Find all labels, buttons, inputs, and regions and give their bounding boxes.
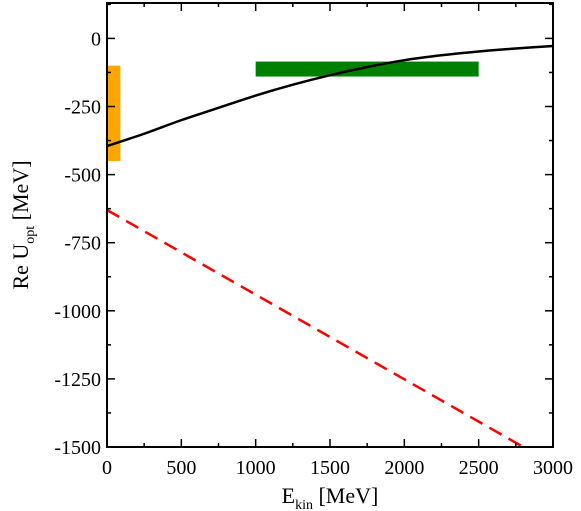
- ticks-layer: [106, 3, 554, 448]
- y-tick-label: -1250: [54, 369, 101, 391]
- x-tick-label: 0: [102, 457, 112, 479]
- x-tick-label: 1500: [310, 457, 350, 479]
- band-1: [255, 61, 479, 77]
- x-axis-label: Ekin [MeV]: [282, 483, 379, 511]
- dashed-series-line: [106, 208, 524, 449]
- y-axis-label: Re Uopt [MeV]: [8, 160, 38, 289]
- y-tick-label: 0: [91, 28, 101, 50]
- y-tick-label: -750: [64, 233, 101, 255]
- y-tick-label: -250: [64, 97, 101, 119]
- series-layer: [106, 44, 554, 449]
- y-tick-labels: 0 -250 -500 -750 -1000 -1250 -1500: [54, 28, 101, 459]
- bands-layer: [107, 61, 479, 161]
- solid-series-line: [106, 44, 554, 148]
- x-tick-label: 2500: [459, 457, 499, 479]
- x-tick-labels: 0 500 1000 1500 2000 2500 3000: [102, 457, 573, 479]
- y-tick-label: -1500: [54, 437, 101, 459]
- x-tick-label: 500: [166, 457, 196, 479]
- x-tick-label: 3000: [533, 457, 573, 479]
- x-tick-label: 2000: [384, 457, 424, 479]
- x-tick-label: 1000: [236, 457, 276, 479]
- y-tick-label: -1000: [54, 301, 101, 323]
- band-0: [107, 65, 121, 161]
- y-tick-label: -500: [64, 165, 101, 187]
